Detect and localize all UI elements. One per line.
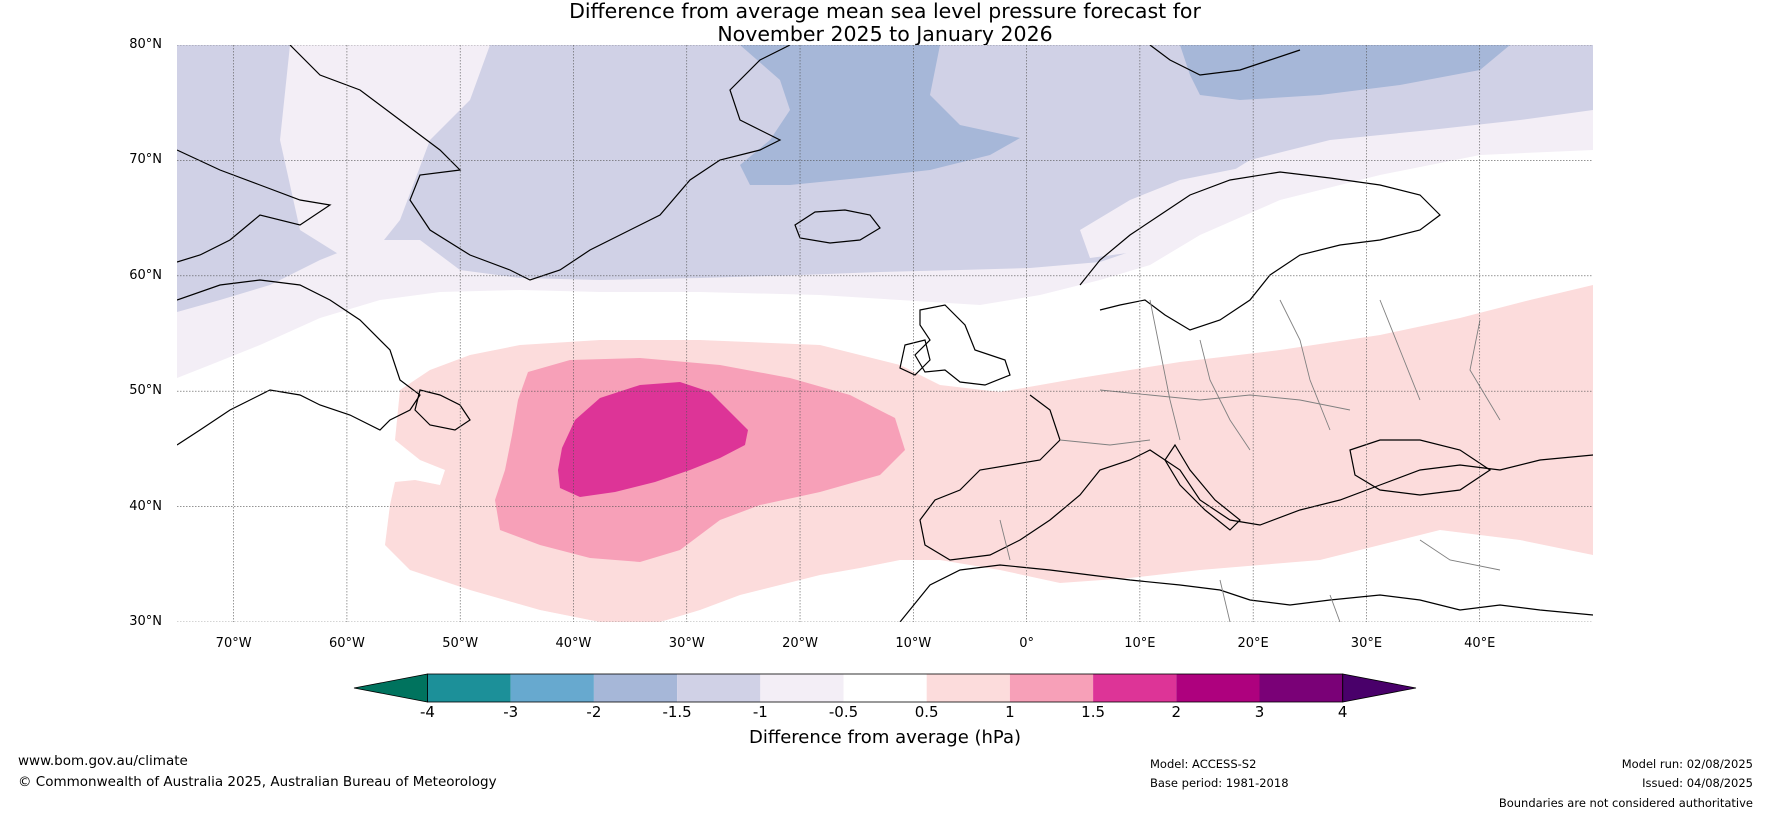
map-title-line1: Difference from average mean sea level p… <box>569 0 1201 23</box>
coastline-newfoundland <box>414 389 471 431</box>
lat-label: 50°N <box>129 383 162 399</box>
colorbar-label: -1 <box>752 703 768 721</box>
lon-label: 30°E <box>1350 636 1383 651</box>
colorbar-label: -0.5 <box>828 703 859 721</box>
lon-label: 10°E <box>1124 636 1156 651</box>
anomaly-region-neg-strong <box>740 45 1020 185</box>
colorbar-segment <box>677 674 761 702</box>
colorbar <box>353 673 1417 703</box>
colorbar-segment <box>1093 674 1177 702</box>
disclaimer-text: Boundaries are not considered authoritat… <box>1498 796 1753 810</box>
colorbar-segment <box>926 674 1010 702</box>
colorbar-segment <box>1259 674 1343 702</box>
colorbar-segment <box>510 674 594 702</box>
anomaly-region-neg-mid <box>177 45 1593 312</box>
lon-label: 20°W <box>782 636 818 651</box>
coastline-british-isles <box>914 304 1011 386</box>
coastline-ireland <box>899 339 931 376</box>
colorbar-segment <box>843 674 927 702</box>
lon-label: 0° <box>1019 636 1034 651</box>
gridlines <box>177 45 1593 622</box>
base-period-text: Base period: 1981-2018 <box>1150 776 1289 790</box>
model-text: Model: ACCESS-S2 <box>1150 757 1257 771</box>
lat-label: 70°N <box>129 152 162 168</box>
anomaly-hole-scandinavia <box>1080 168 1290 258</box>
colorbar-label: -2 <box>586 703 602 721</box>
lat-label: 60°N <box>129 267 162 283</box>
map-title-line2: November 2025 to January 2026 <box>717 22 1053 46</box>
anomaly-region-neg-strong-east <box>1180 45 1510 100</box>
lon-label: 20°E <box>1237 636 1269 651</box>
coastlines <box>177 45 1593 622</box>
country-borders <box>999 299 1501 622</box>
lon-label: 60°W <box>328 636 365 651</box>
colorbar-label: 2 <box>1171 703 1182 721</box>
coastline-north-africa <box>899 564 1593 622</box>
colorbar-segment <box>1176 674 1260 702</box>
colorbar-segment <box>760 674 844 702</box>
colorbar-label: 1 <box>1005 703 1015 721</box>
lon-label: 70°W <box>215 636 252 651</box>
coastline-black-sea <box>1349 439 1492 496</box>
colorbar-segment <box>593 674 678 702</box>
anomaly-region-pos-strong <box>558 382 748 497</box>
colorbar-arrow-low <box>353 673 428 703</box>
map-area <box>177 45 1593 622</box>
colorbar-frame <box>427 673 1344 703</box>
coastline-scandinavia <box>1079 171 1441 331</box>
coastline-greenland <box>289 45 791 281</box>
model-run-text: Model run: 02/08/2025 <box>1621 757 1753 771</box>
website-link[interactable]: www.bom.gov.au/climate <box>18 753 188 769</box>
lat-label: 30°N <box>129 614 162 629</box>
issued-text: Issued: 04/08/2025 <box>1642 776 1753 790</box>
coastline-svalbard <box>1149 45 1301 76</box>
coastline-iceland <box>794 209 881 244</box>
lon-label: 10°W <box>895 636 932 651</box>
lon-label: 30°W <box>668 636 705 651</box>
colorbar-segment <box>1009 674 1094 702</box>
colorbar-arrow-high <box>1342 673 1417 703</box>
colorbar-title: Difference from average (hPa) <box>748 727 1022 748</box>
colorbar-label: -3 <box>503 703 519 721</box>
colorbar-label: 3 <box>1254 703 1265 721</box>
coastline-labrador <box>177 279 421 446</box>
colorbar-label: 0.5 <box>914 703 939 721</box>
coastline-europe-west <box>919 394 1593 561</box>
lon-label: 40°W <box>555 636 592 651</box>
colorbar-label: 1.5 <box>1081 703 1106 721</box>
coastline-canada <box>177 149 332 263</box>
colorbar-label: -1.5 <box>662 703 692 721</box>
lon-label: 50°W <box>442 636 479 651</box>
colorbar-label: 4 <box>1337 703 1348 721</box>
lat-label: 80°N <box>129 37 162 52</box>
coastline-italy <box>1164 443 1241 531</box>
colorbar-label: -4 <box>420 703 435 721</box>
copyright-text: © Commonwealth of Australia 2025, Austra… <box>18 774 497 790</box>
lon-label: 40°E <box>1464 636 1496 651</box>
lat-label: 40°N <box>129 498 162 514</box>
colorbar-segment <box>427 674 511 702</box>
anomaly-hole-greenland <box>280 45 490 255</box>
